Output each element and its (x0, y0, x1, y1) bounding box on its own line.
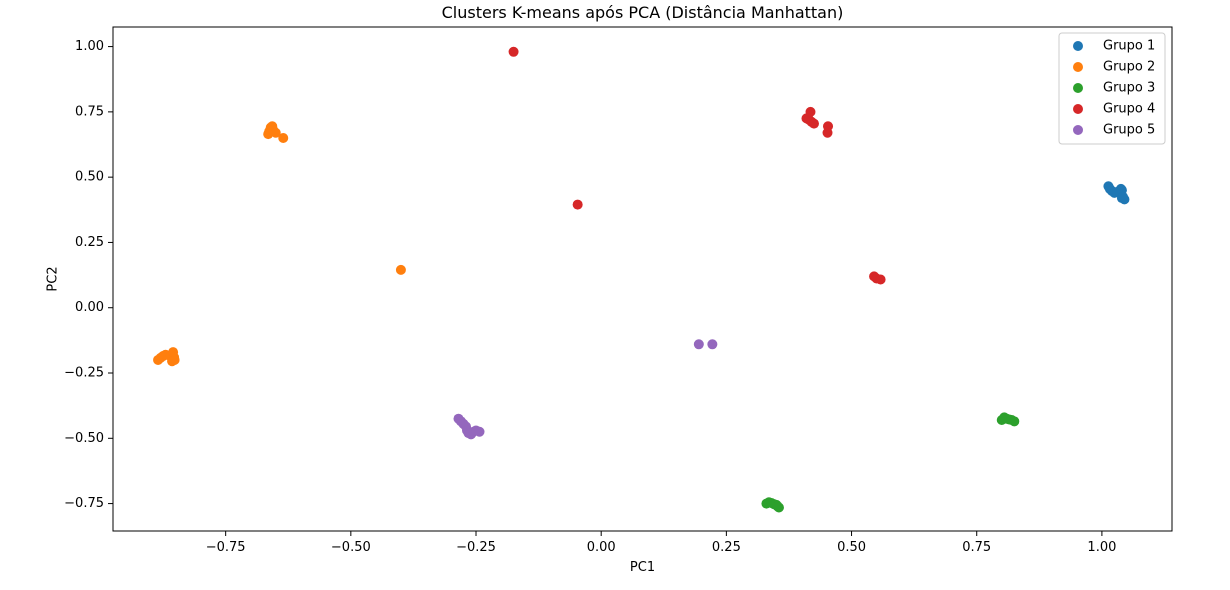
y-tick-label: 0.00 (75, 300, 104, 315)
x-tick-label: 0.50 (837, 540, 866, 555)
y-tick-label: 0.25 (75, 235, 104, 250)
series-group-5 (453, 339, 718, 440)
plot-area (112, 26, 1173, 532)
y-tick-label: 0.75 (75, 104, 104, 119)
x-tick-label: −0.50 (331, 540, 371, 555)
series-group-4 (508, 46, 886, 285)
legend-label-grupo-3: Grupo 3 (1103, 81, 1155, 96)
x-axis: −0.75 −0.50 −0.25 0.00 0.25 0.50 0.75 1.00 (206, 531, 1116, 555)
x-tick-label: 0.75 (962, 540, 991, 555)
data-point-grupo-2 (270, 127, 281, 138)
legend-marker-grupo-3 (1073, 83, 1083, 93)
data-point-grupo-4 (808, 118, 819, 129)
legend-marker-grupo-2 (1073, 62, 1083, 72)
legend-label-grupo-5: Grupo 5 (1103, 123, 1155, 138)
y-tick-label: −0.75 (64, 496, 104, 511)
chart-title: Clusters K-means após PCA (Distância Man… (442, 3, 844, 22)
x-tick-label: −0.25 (456, 540, 496, 555)
data-point-grupo-4 (823, 121, 834, 132)
x-tick-label: 0.00 (587, 540, 616, 555)
data-point-grupo-2 (278, 132, 289, 143)
data-point-grupo-4 (508, 46, 519, 57)
x-tick-label: −0.75 (206, 540, 246, 555)
series-group-3 (761, 412, 1020, 513)
y-tick-label: −0.25 (64, 366, 104, 381)
legend-label-grupo-2: Grupo 2 (1103, 60, 1155, 75)
data-point-grupo-4 (805, 106, 816, 117)
legend-label-grupo-4: Grupo 4 (1103, 102, 1155, 117)
x-tick-label: 0.25 (712, 540, 741, 555)
x-axis-title: PC1 (630, 560, 655, 575)
data-point-grupo-4 (572, 199, 583, 210)
legend-marker-grupo-1 (1073, 41, 1083, 51)
y-axis-title: PC2 (46, 266, 61, 291)
data-point-grupo-4 (875, 274, 886, 285)
data-point-grupo-3 (1009, 416, 1020, 427)
y-tick-label: −0.50 (64, 431, 104, 446)
data-point-grupo-3 (773, 502, 784, 513)
legend: Grupo 1 Grupo 2 Grupo 3 Grupo 4 Grupo 5 (1058, 32, 1166, 145)
legend-marker-grupo-4 (1073, 104, 1083, 114)
data-point-grupo-2 (395, 264, 406, 275)
y-axis: −0.75 −0.50 −0.25 0.00 0.25 0.50 0.75 1.00 (64, 39, 113, 511)
data-point-grupo-5 (693, 339, 704, 350)
y-tick-label: 1.00 (75, 39, 104, 54)
x-tick-label: 1.00 (1087, 540, 1116, 555)
series-group-1 (1103, 181, 1130, 205)
plot-frame (112, 26, 1173, 532)
legend-marker-grupo-5 (1073, 125, 1083, 135)
y-tick-label: 0.50 (75, 170, 104, 185)
data-point-grupo-5 (474, 426, 485, 437)
series-group-2 (153, 121, 406, 367)
data-point-grupo-2 (167, 356, 178, 367)
data-point-grupo-1 (1117, 191, 1128, 202)
legend-label-grupo-1: Grupo 1 (1103, 39, 1155, 54)
data-point-grupo-5 (707, 339, 718, 350)
legend-box (1058, 32, 1166, 145)
